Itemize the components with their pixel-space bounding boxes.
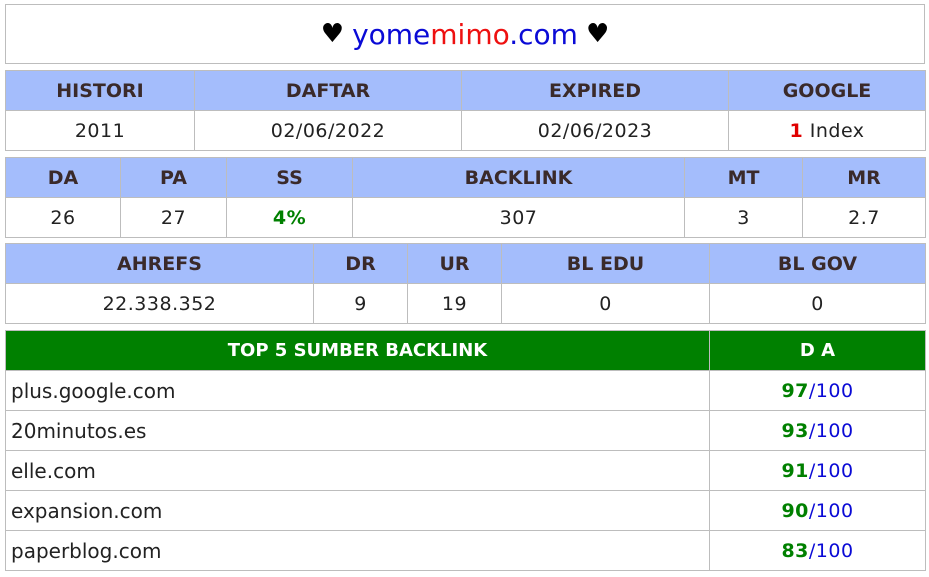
top-backlinks-table: TOP 5 SUMBER BACKLINK D A plus.google.co…	[5, 330, 926, 571]
backlink-da: 90/100	[710, 491, 926, 531]
header-backlink-da: D A	[710, 331, 926, 371]
table-row: plus.google.com 97/100	[6, 371, 926, 411]
domain-title: ♥ yomemimo.com ♥	[5, 4, 925, 64]
value-ahrefs: 22.338.352	[6, 284, 314, 324]
table-row: 20minutos.es 93/100	[6, 411, 926, 451]
value-google: 1 Index	[729, 111, 926, 151]
heart-icon-left: ♥	[321, 19, 344, 49]
backlink-site: elle.com	[6, 451, 710, 491]
backlink-site: 20minutos.es	[6, 411, 710, 451]
value-pa: 27	[121, 198, 227, 238]
backlink-da: 91/100	[710, 451, 926, 491]
ahrefs-table: AHREFS DR UR BL EDU BL GOV 22.338.352 9 …	[5, 243, 926, 324]
value-ss: 4%	[227, 198, 353, 238]
table-row: elle.com 91/100	[6, 451, 926, 491]
google-index-count: 1	[789, 120, 803, 142]
value-mt: 3	[685, 198, 803, 238]
authority-table: DA PA SS BACKLINK MT MR 26 27 4% 307 3 2…	[5, 157, 926, 238]
value-bl-edu: 0	[502, 284, 710, 324]
header-top-backlinks: TOP 5 SUMBER BACKLINK	[6, 331, 710, 371]
value-mr: 2.7	[803, 198, 926, 238]
backlink-site: paperblog.com	[6, 531, 710, 571]
header-ur: UR	[408, 244, 502, 284]
value-bl-gov: 0	[710, 284, 926, 324]
header-pa: PA	[121, 158, 227, 198]
table-row: expansion.com 90/100	[6, 491, 926, 531]
backlink-da: 97/100	[710, 371, 926, 411]
header-backlink: BACKLINK	[353, 158, 685, 198]
value-ur: 19	[408, 284, 502, 324]
header-ahrefs: AHREFS	[6, 244, 314, 284]
backlink-da: 93/100	[710, 411, 926, 451]
header-histori: HISTORI	[6, 71, 195, 111]
header-bl-edu: BL EDU	[502, 244, 710, 284]
header-ss: SS	[227, 158, 353, 198]
value-dr: 9	[314, 284, 408, 324]
header-bl-gov: BL GOV	[710, 244, 926, 284]
header-daftar: DAFTAR	[195, 71, 462, 111]
header-da: DA	[6, 158, 121, 198]
value-backlink: 307	[353, 198, 685, 238]
value-daftar: 02/06/2022	[195, 111, 462, 151]
google-index-label: Index	[810, 120, 865, 142]
header-google: GOOGLE	[729, 71, 926, 111]
value-expired: 02/06/2023	[462, 111, 729, 151]
domain-info-table: HISTORI DAFTAR EXPIRED GOOGLE 2011 02/06…	[5, 70, 926, 151]
value-histori: 2011	[6, 111, 195, 151]
header-dr: DR	[314, 244, 408, 284]
table-row: paperblog.com 83/100	[6, 531, 926, 571]
backlink-site: expansion.com	[6, 491, 710, 531]
header-mr: MR	[803, 158, 926, 198]
domain-name: yomemimo.com	[352, 18, 578, 51]
header-expired: EXPIRED	[462, 71, 729, 111]
heart-icon-right: ♥	[586, 19, 609, 49]
backlink-site: plus.google.com	[6, 371, 710, 411]
backlink-da: 83/100	[710, 531, 926, 571]
header-mt: MT	[685, 158, 803, 198]
value-da: 26	[6, 198, 121, 238]
